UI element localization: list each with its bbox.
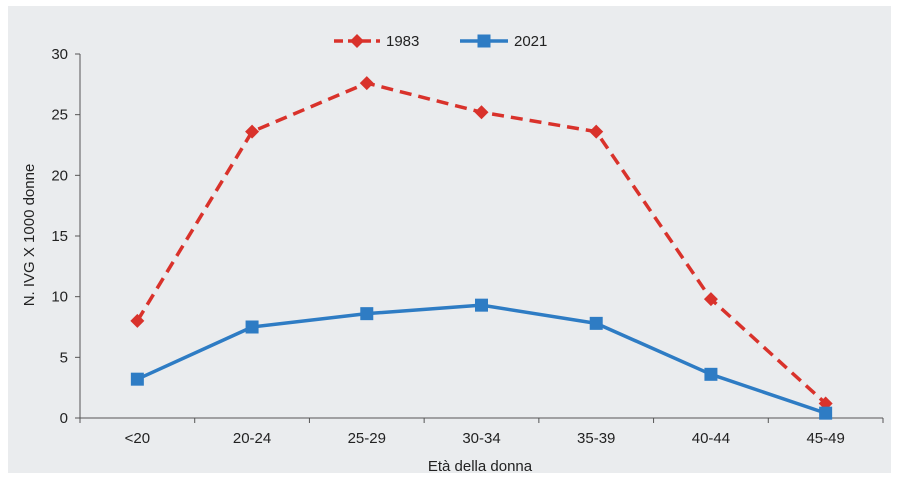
- x-axis-title: Età della donna: [428, 458, 533, 475]
- data-point-2021: [360, 307, 374, 321]
- legend-item-1983: 1983: [334, 33, 419, 50]
- legend-label: 2021: [514, 33, 547, 50]
- y-tick-label: 30: [51, 46, 68, 63]
- x-tick-label: 40-44: [692, 430, 730, 447]
- legend-label: 1983: [386, 33, 419, 50]
- x-tick-label: 45-49: [806, 430, 844, 447]
- series-line-2021: [136, 303, 827, 415]
- data-point-2021: [475, 298, 488, 312]
- data-point-1983: [589, 124, 604, 139]
- series-1983: [130, 76, 833, 411]
- legend-swatch-marker: [350, 34, 364, 48]
- data-point-2021: [819, 406, 833, 420]
- data-point-1983: [130, 313, 145, 328]
- series-2021: [130, 298, 833, 420]
- data-point-1983: [474, 105, 489, 120]
- data-point-2021: [245, 320, 259, 334]
- series-layer: [130, 76, 833, 420]
- legend-swatch-marker: [477, 34, 491, 48]
- x-tick-label: 30-34: [462, 430, 500, 447]
- y-tick-label: 20: [51, 167, 68, 184]
- y-tick-label: 10: [51, 289, 68, 306]
- legend: 1983 2021: [334, 33, 547, 50]
- x-tick-label: <20: [125, 430, 150, 447]
- x-tick-label: 35-39: [577, 430, 615, 447]
- y-tick-label: 5: [60, 349, 68, 366]
- x-tick-label: 20-24: [233, 430, 271, 447]
- data-point-1983: [703, 292, 718, 307]
- x-axis: <20 20-24 25-29 30-34 35-39 40-44 45-49: [79, 417, 884, 447]
- y-axis-title: N. IVG X 1000 donne: [21, 164, 38, 307]
- chart-panel: [8, 6, 891, 473]
- y-tick-label: 25: [51, 107, 68, 124]
- y-tick-label: 0: [60, 410, 68, 427]
- data-point-2021: [704, 367, 718, 381]
- series-line-1983: [135, 81, 827, 405]
- y-tick-label: 15: [51, 228, 68, 245]
- y-axis: 0 5 10 15 20 25 30: [51, 46, 81, 427]
- legend-item-2021: 2021: [460, 33, 547, 50]
- data-point-2021: [130, 372, 144, 386]
- data-point-1983: [245, 124, 260, 139]
- data-point-2021: [589, 316, 603, 330]
- x-tick-label: 25-29: [348, 430, 386, 447]
- data-point-1983: [359, 76, 374, 91]
